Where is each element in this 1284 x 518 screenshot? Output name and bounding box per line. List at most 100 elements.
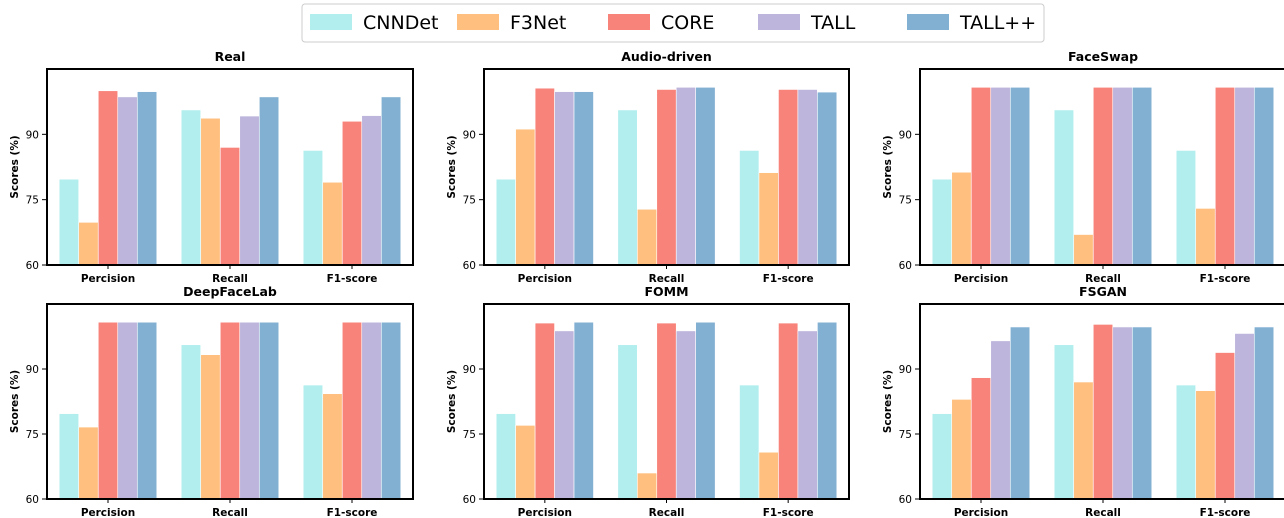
bar-f1-score-tall <box>1253 86 1275 266</box>
x-tick-label: Recall <box>212 273 248 285</box>
plot-frame <box>483 303 850 500</box>
bar-f1-score-tall <box>1234 333 1255 500</box>
y-tick-label: 90 <box>463 364 476 376</box>
y-tick-label: 75 <box>899 195 912 207</box>
bar-percision-tall <box>990 86 1011 266</box>
bar-recall-core <box>1092 86 1114 266</box>
bar-recall-tall <box>1112 326 1133 500</box>
bar-percision-core <box>534 322 555 500</box>
bar-percision-core <box>970 86 992 266</box>
y-tick-label: 75 <box>899 429 912 441</box>
bar-percision-f3net <box>951 399 972 500</box>
bar-recall-tall <box>695 86 716 266</box>
legend-label-tall: TALL <box>810 12 856 34</box>
bar-f1-score-cnndet <box>302 384 324 500</box>
panel-title: FaceSwap <box>1068 49 1138 64</box>
panel-title: Real <box>215 49 246 64</box>
y-tick-label: 75 <box>463 429 476 441</box>
legend-swatch-f3net <box>457 14 499 30</box>
bar-f1-score-core <box>1214 86 1236 266</box>
bar-recall-tall <box>675 330 697 500</box>
y-tick-label: 90 <box>899 364 912 376</box>
bar-f1-score-core <box>778 89 799 266</box>
y-tick-label: 90 <box>26 129 39 141</box>
plot-frame <box>483 68 850 266</box>
x-tick-label: Recall <box>212 507 248 518</box>
bar-recall-tall <box>239 115 260 266</box>
legend-label-f3net: F3Net <box>510 12 566 34</box>
bar-percision-f3net <box>515 128 536 266</box>
bar-percision-cnndet <box>931 413 953 500</box>
bar-recall-f3net <box>1073 234 1094 266</box>
bar-f1-score-f3net <box>758 451 779 500</box>
x-tick-label: Recall <box>1085 273 1121 285</box>
y-tick-label: 75 <box>463 195 476 207</box>
bar-f1-score-tall <box>361 115 382 266</box>
bar-recall-tall <box>1131 86 1153 266</box>
x-tick-label: F1-score <box>327 273 378 285</box>
x-tick-label: F1-score <box>327 507 378 518</box>
bar-percision-core <box>970 377 992 500</box>
panel-title: FSGAN <box>1079 284 1127 299</box>
bar-percision-cnndet <box>495 178 516 266</box>
bar-f1-score-tall <box>797 330 818 500</box>
legend-item-tall: TALL <box>758 12 856 34</box>
y-tick-label: 60 <box>463 494 476 506</box>
bar-percision-f3net <box>78 222 99 266</box>
legend-item-cnndet: CNNDet <box>310 12 438 34</box>
y-tick-label: 60 <box>899 260 912 272</box>
bar-f1-score-tall <box>361 321 382 500</box>
bar-f1-score-cnndet <box>739 150 760 266</box>
plot-frame <box>46 303 414 500</box>
bar-recall-tall <box>239 321 260 500</box>
bar-f1-score-tall <box>817 321 838 500</box>
bar-f1-score-cnndet <box>1175 384 1197 500</box>
y-tick-label: 60 <box>899 494 912 506</box>
legend-frame <box>301 3 1045 43</box>
bar-f1-score-cnndet <box>1175 150 1197 266</box>
x-tick-label: F1-score <box>763 507 814 518</box>
bar-recall-tall <box>1112 86 1133 266</box>
y-axis-label: Scores (%) <box>446 135 458 198</box>
panel-title: FOMM <box>644 284 688 299</box>
bar-recall-tall <box>258 96 280 266</box>
bar-percision-tall <box>573 91 594 266</box>
bar-recall-cnndet <box>180 109 202 266</box>
bar-percision-core <box>97 90 119 266</box>
bar-percision-tall <box>117 96 138 266</box>
y-tick-label: 90 <box>26 364 39 376</box>
y-axis-label: Scores (%) <box>446 370 458 433</box>
panel-fsgan: FSGAN Scores (%) 60 75 90 Percision Recall F1-s… <box>882 284 1284 518</box>
bar-percision-core <box>534 87 555 266</box>
plot-frame <box>919 303 1284 500</box>
bar-percision-tall <box>554 91 575 266</box>
legend: CNNDet F3Net CORE TALL TALL++ <box>301 3 1045 43</box>
x-tick-label: Recall <box>649 507 685 518</box>
bar-recall-core <box>1092 324 1114 500</box>
bar-recall-core <box>219 147 241 266</box>
x-tick-label: Percision <box>954 273 1008 285</box>
legend-label-cnndet: CNNDet <box>363 12 438 34</box>
bar-f1-score-tall <box>817 91 838 266</box>
panel-fomm: FOMM Scores (%) 60 75 90 Percision Recall F1-sc… <box>446 284 850 518</box>
bar-percision-tall <box>990 340 1011 500</box>
legend-item-f3net: F3Net <box>457 12 566 34</box>
x-tick-label: Percision <box>518 273 572 285</box>
bar-percision-tall <box>554 330 575 500</box>
bar-recall-f3net <box>200 117 221 266</box>
bar-recall-f3net <box>636 208 658 266</box>
bar-f1-score-tall <box>797 89 818 266</box>
bar-percision-cnndet <box>58 178 80 266</box>
bar-percision-tall <box>136 321 158 500</box>
y-axis-label: Scores (%) <box>9 370 21 433</box>
bar-f1-score-core <box>778 322 799 500</box>
legend-item-tall: TALL++ <box>907 12 1036 34</box>
bar-f1-score-tall <box>380 96 402 266</box>
bar-f1-score-f3net <box>1195 390 1216 500</box>
bar-recall-core <box>219 321 241 500</box>
x-tick-label: F1-score <box>1200 507 1251 518</box>
legend-swatch-cnndet <box>310 14 352 30</box>
bar-percision-cnndet <box>58 413 80 500</box>
y-tick-label: 75 <box>26 195 39 207</box>
x-tick-label: Percision <box>954 507 1008 518</box>
